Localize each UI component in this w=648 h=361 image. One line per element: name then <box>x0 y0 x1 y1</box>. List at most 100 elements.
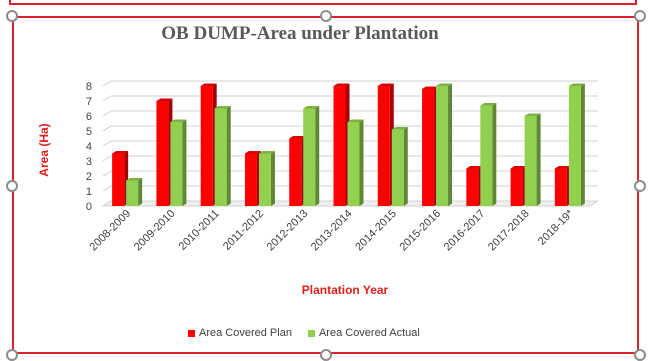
bar-side-actual <box>270 151 275 206</box>
resize-handle-middle-right[interactable] <box>634 180 646 192</box>
y-tick-label: 3 <box>86 156 92 168</box>
resize-handle-top-right[interactable] <box>634 10 646 22</box>
bar-actual <box>480 105 493 206</box>
bar-plan <box>200 86 213 206</box>
x-axis-label: Plantation Year <box>301 283 389 297</box>
bar-side-actual <box>359 119 364 206</box>
bar-actual <box>170 122 183 206</box>
y-tick-label: 4 <box>86 141 92 153</box>
gridline-depth <box>102 140 112 147</box>
gridline-depth <box>102 110 112 117</box>
y-tick-label: 6 <box>86 111 92 123</box>
y-tick-label: 1 <box>86 186 92 198</box>
legend-swatch-plan <box>188 329 195 337</box>
bar-top-plan <box>333 83 350 86</box>
bar-top-plan <box>422 86 439 89</box>
x-tick-label: 2014-2015 <box>353 208 399 254</box>
x-tick-label: 2012-2013 <box>265 208 311 254</box>
bar-side-actual <box>580 83 585 206</box>
bar-top-actual <box>436 83 453 86</box>
bar-side-actual <box>403 127 408 206</box>
bar-actual <box>347 122 360 206</box>
bar-top-plan <box>377 83 394 86</box>
y-axis-label: Area (Ha) <box>37 123 51 177</box>
bar-plan <box>244 153 257 206</box>
y-tick-label: 0 <box>86 201 92 213</box>
legend-item-actual: Area Covered Actual <box>307 327 420 339</box>
resize-handle-top-left[interactable] <box>6 10 18 22</box>
bar-top-plan <box>466 166 483 169</box>
bar-plan <box>289 138 302 206</box>
bar-plan <box>554 168 567 206</box>
gridline-depth <box>102 80 112 87</box>
x-tick-label: 2018-19* <box>536 207 577 248</box>
bar-top-actual <box>347 119 364 122</box>
bar-side-actual <box>492 103 497 206</box>
x-tick-label: 2010-2011 <box>177 208 222 253</box>
bar-plan <box>510 168 523 206</box>
x-tick-label: 2013-2014 <box>309 208 355 254</box>
gridline-depth <box>102 155 112 162</box>
bar-actual <box>126 180 139 206</box>
bar-top-actual <box>391 127 408 130</box>
bar-actual <box>391 129 404 206</box>
x-tick-label: 2008-2009 <box>88 208 134 254</box>
bar-top-actual <box>480 103 497 106</box>
bar-top-plan <box>200 83 217 86</box>
bar-actual <box>436 86 449 206</box>
y-tick-label: 5 <box>86 126 92 138</box>
bar-top-actual <box>126 178 143 181</box>
bar-actual <box>524 116 537 206</box>
bar-plan <box>112 153 125 206</box>
x-tick-label: 2011-2012 <box>221 208 266 253</box>
bar-top-actual <box>214 106 231 109</box>
chart-title: OB DUMP-Area under Plantation <box>161 23 439 44</box>
bar-side-actual <box>138 178 143 206</box>
legend-label-actual: Area Covered Actual <box>318 327 420 339</box>
y-tick-label: 8 <box>86 81 92 93</box>
gridline-depth <box>102 95 112 102</box>
gridline-depth <box>102 185 112 192</box>
x-tick-label: 2016-2017 <box>442 208 488 254</box>
bar-plan <box>422 89 435 206</box>
bar-actual <box>214 108 227 206</box>
previous-chart-frame-edge <box>9 0 637 5</box>
bar-top-actual <box>568 83 585 86</box>
bar-plan <box>377 86 390 206</box>
bar-side-actual <box>315 106 320 206</box>
bar-plan <box>333 86 346 206</box>
resize-handle-middle-left[interactable] <box>6 180 18 192</box>
bar-top-actual <box>524 113 541 116</box>
bar-side-actual <box>226 106 231 206</box>
bar-top-plan <box>510 166 527 169</box>
bar-top-plan <box>244 151 261 154</box>
bar-side-actual <box>448 83 453 206</box>
bar-plan <box>466 168 479 206</box>
resize-handle-top-center[interactable] <box>320 10 332 22</box>
bar-top-actual <box>170 119 187 122</box>
legend-item-plan: Area Covered Plan <box>188 327 292 339</box>
bar-side-actual <box>536 113 541 206</box>
bar-actual <box>258 153 271 206</box>
legend-label-plan: Area Covered Plan <box>199 327 292 339</box>
bar-side-actual <box>182 119 187 206</box>
x-tick-label: 2009-2010 <box>132 208 178 254</box>
gridline-depth <box>102 170 112 177</box>
bar-actual <box>303 108 316 206</box>
x-tick-label: 2017-2018 <box>486 208 532 254</box>
x-tick-label: 2015-2016 <box>397 208 443 254</box>
bar-top-plan <box>289 136 306 139</box>
bar-top-actual <box>303 106 320 109</box>
y-tick-label: 2 <box>86 171 92 183</box>
y-tick-label: 7 <box>86 96 92 108</box>
legend-swatch-actual <box>307 329 315 337</box>
legend: Area Covered Plan Area Covered Actual <box>188 327 420 339</box>
bar-plan <box>156 101 169 206</box>
bar-top-plan <box>554 166 571 169</box>
gridline-depth <box>102 125 112 132</box>
bar-actual <box>568 86 581 206</box>
bar-top-plan <box>156 98 173 101</box>
bar-top-actual <box>258 151 275 154</box>
bar-top-plan <box>112 151 129 154</box>
